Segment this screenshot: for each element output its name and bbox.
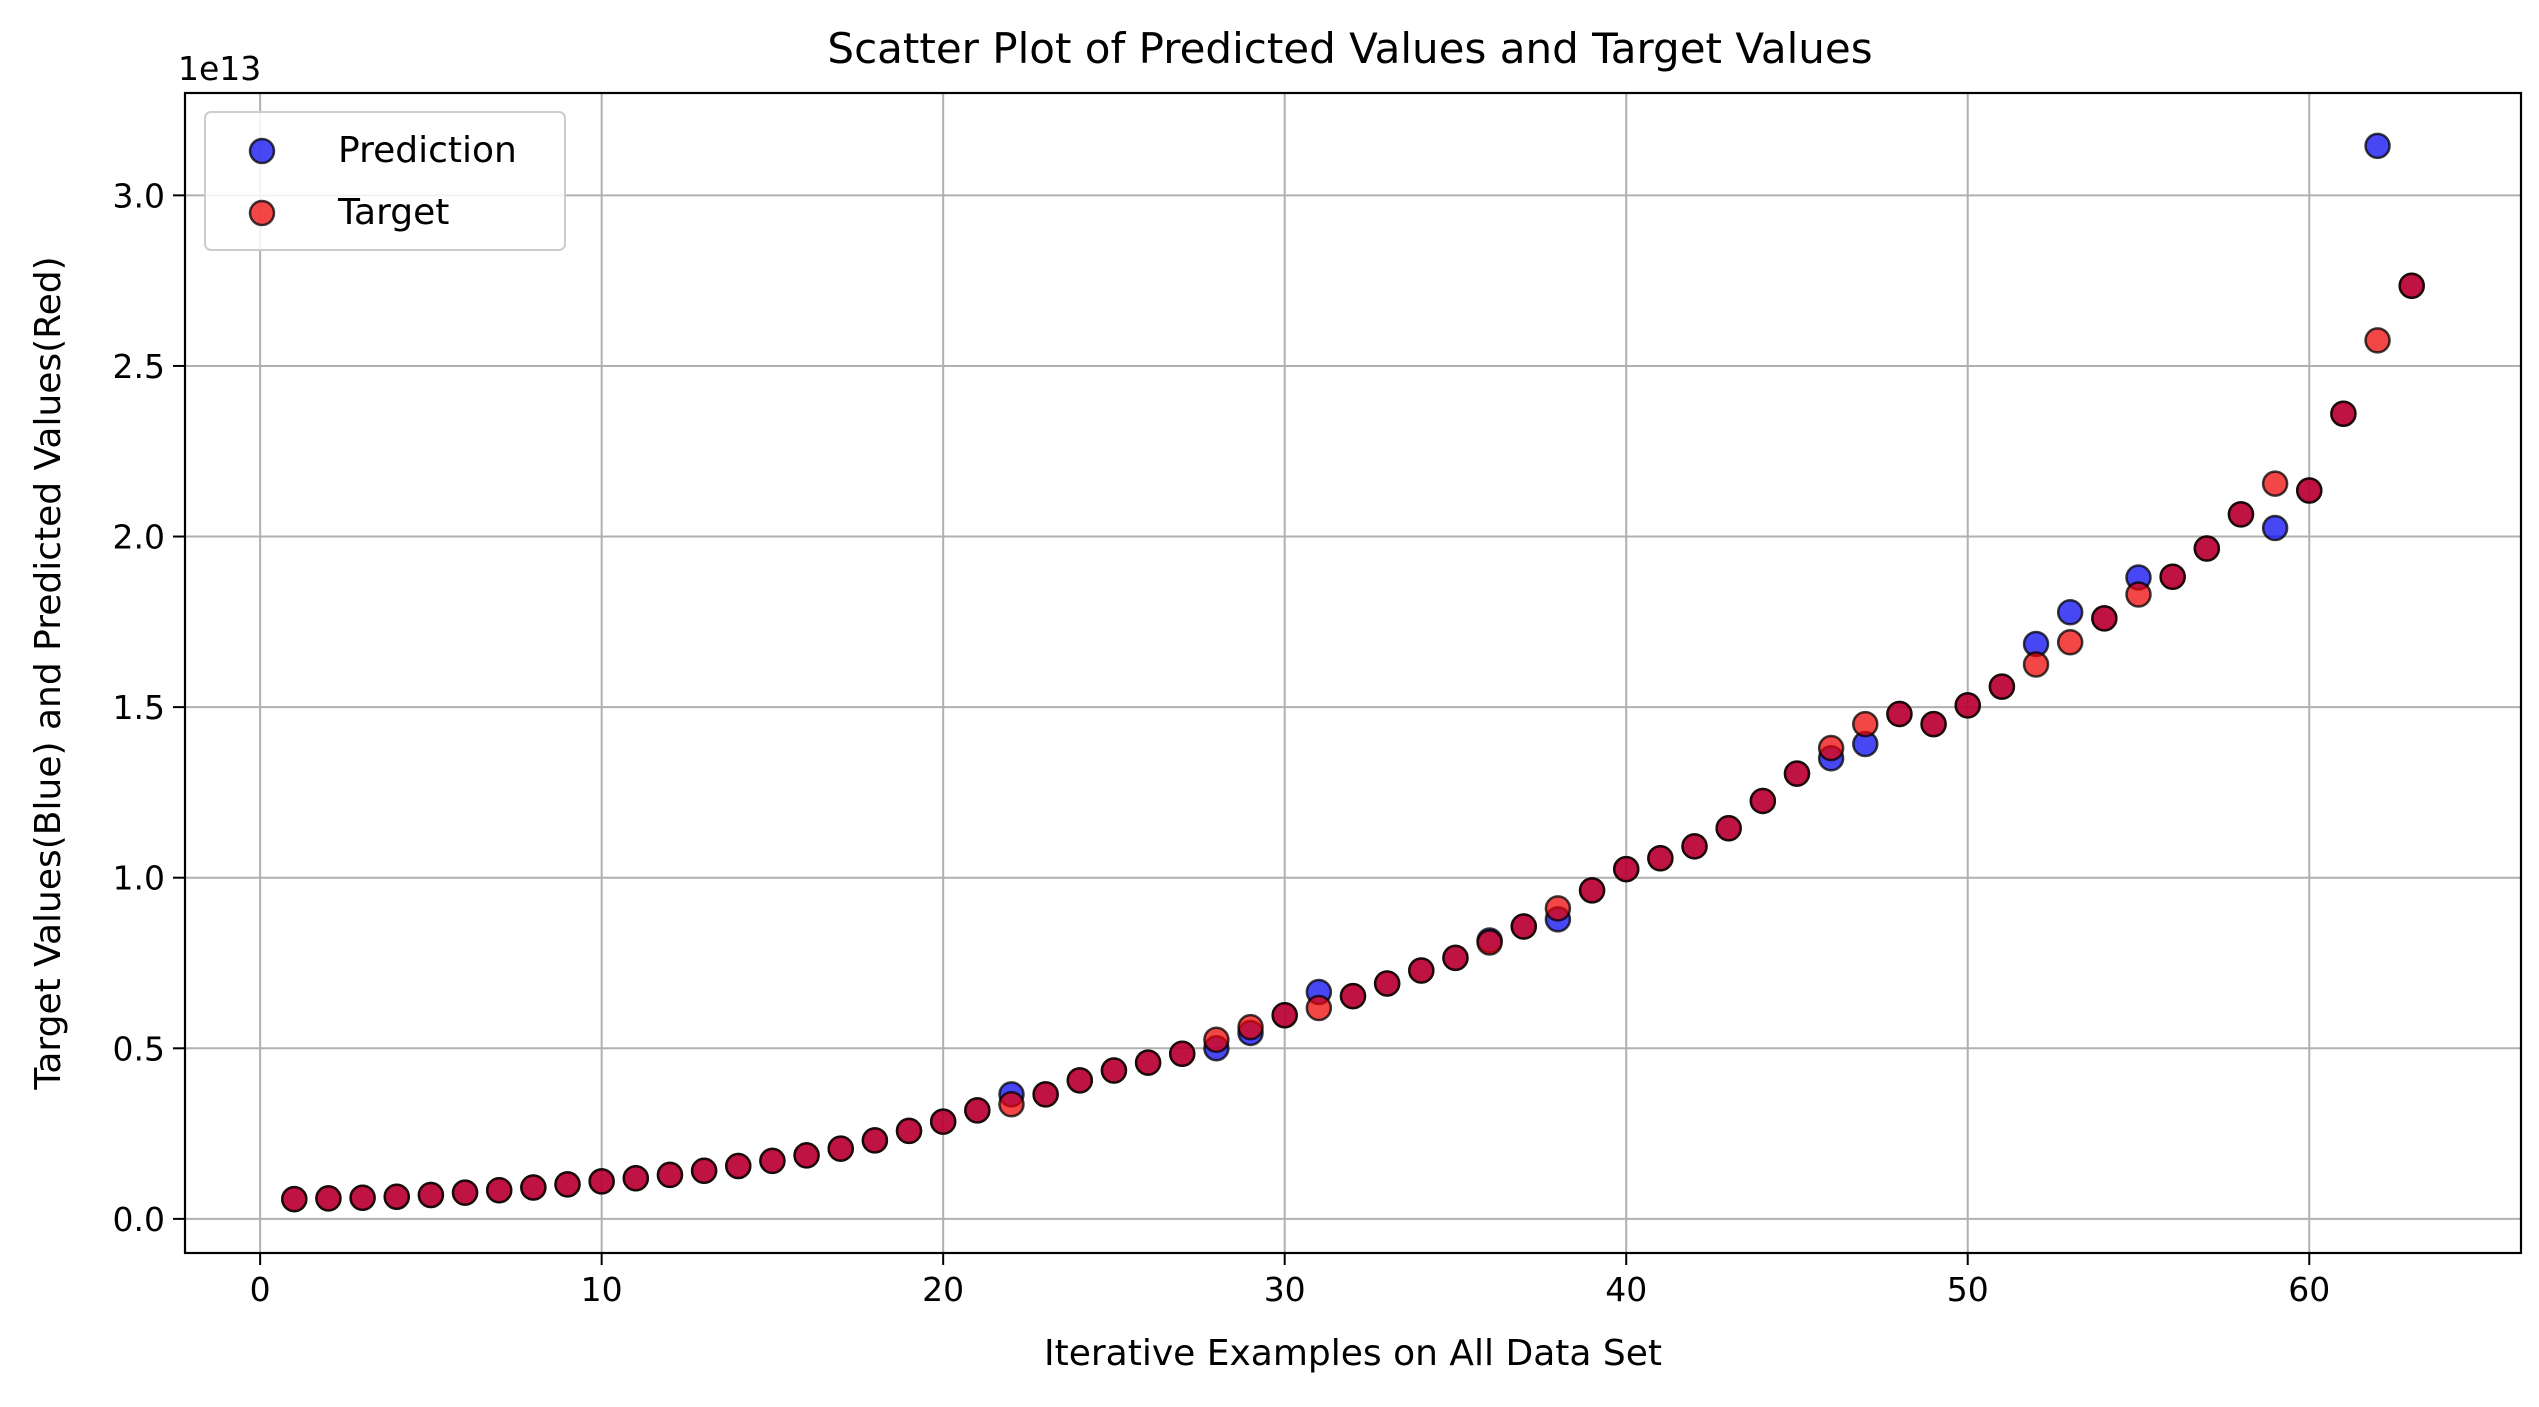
point-target	[1612, 855, 1640, 883]
x-tick-label: 60	[2288, 1270, 2330, 1309]
legend-label-target: Target	[337, 192, 449, 233]
point-target	[417, 1181, 445, 1209]
point-target	[588, 1168, 615, 1195]
point-target	[1100, 1057, 1128, 1084]
point-target	[861, 1127, 889, 1154]
point-target	[2296, 477, 2323, 504]
data-points	[281, 132, 2425, 1213]
point-target	[2159, 563, 2186, 591]
point-target	[1339, 982, 1367, 1010]
point-target	[1681, 833, 1708, 860]
point-target	[2091, 605, 2118, 632]
point-target	[725, 1152, 752, 1180]
point-target	[1134, 1049, 1162, 1076]
point-target	[964, 1097, 991, 1124]
legend-marker-target	[248, 199, 276, 227]
x-tick-label: 20	[922, 1270, 964, 1309]
y-tick-label: 2.0	[113, 518, 165, 557]
point-target	[622, 1165, 650, 1192]
y-tick-label: 1.5	[113, 688, 165, 727]
point-target	[656, 1161, 684, 1189]
grid-lines	[185, 93, 2521, 1253]
point-target	[759, 1147, 786, 1175]
point-prediction	[2261, 514, 2289, 542]
y-tick-label: 1.0	[113, 859, 165, 898]
point-target	[1066, 1067, 1094, 1094]
point-target	[895, 1117, 923, 1145]
x-tick-label: 0	[250, 1270, 271, 1309]
point-prediction	[2056, 599, 2084, 626]
point-target	[281, 1185, 308, 1213]
point-target	[2056, 629, 2084, 656]
point-target	[2261, 470, 2289, 497]
point-target	[1647, 845, 1674, 872]
point-target	[485, 1176, 513, 1204]
y-tick-label: 3.0	[113, 176, 165, 215]
point-target	[1305, 994, 1333, 1022]
point-target	[554, 1171, 581, 1198]
point-target	[1373, 970, 1401, 997]
plot-area-frame	[183, 91, 2523, 1255]
point-target	[827, 1135, 854, 1162]
point-target	[451, 1179, 479, 1206]
point-prediction	[2364, 132, 2391, 160]
y-axis-offset-label: 1e13	[178, 49, 261, 88]
point-target	[2022, 651, 2050, 678]
point-target	[1237, 1013, 1264, 1041]
axis-ticks: 0 10 20 30 40 50 60 0.0 0.5 1.0 1.5 2.0 2.5 3.0	[113, 176, 2331, 1309]
point-target	[2398, 272, 2425, 300]
series-target	[281, 272, 2425, 1213]
point-target	[2227, 501, 2255, 528]
point-target	[1203, 1026, 1230, 1054]
x-axis-label: Iterative Examples on All Data Set	[1044, 1333, 1662, 1374]
point-target	[2330, 400, 2357, 427]
point-target	[793, 1142, 820, 1169]
legend: Prediction Target	[204, 111, 566, 251]
point-target	[929, 1108, 957, 1135]
x-tick-label: 50	[1947, 1270, 1989, 1309]
point-target	[1954, 692, 1981, 719]
legend-marker-prediction	[248, 137, 276, 165]
y-tick-label: 0.0	[113, 1200, 165, 1239]
point-target	[2125, 581, 2152, 608]
point-target	[1920, 710, 1947, 738]
point-target	[1715, 814, 1742, 842]
x-tick-label: 30	[1264, 1270, 1306, 1309]
point-target	[2364, 327, 2391, 354]
point-target	[1886, 700, 1913, 728]
point-target	[1476, 929, 1503, 956]
point-target	[1271, 1001, 1298, 1029]
point-target	[1578, 877, 1606, 904]
y-tick-label: 2.5	[113, 347, 165, 386]
point-target	[1544, 895, 1572, 922]
point-target	[1442, 944, 1469, 972]
point-target	[1032, 1081, 1059, 1108]
y-tick-label: 0.5	[113, 1029, 165, 1068]
y-axis-label: Target Values(Blue) and Predicted Values…	[28, 256, 69, 1090]
point-target	[1988, 673, 2016, 700]
point-target	[1749, 787, 1777, 815]
point-target	[1408, 957, 1435, 984]
point-target	[1817, 734, 1845, 762]
point-target	[349, 1184, 376, 1211]
chart-title: Scatter Plot of Predicted Values and Tar…	[827, 24, 1872, 73]
x-tick-label: 40	[1605, 1270, 1647, 1309]
point-target	[1168, 1040, 1196, 1068]
point-target	[315, 1185, 342, 1212]
point-target	[1783, 760, 1811, 787]
point-target	[690, 1157, 718, 1185]
point-target	[520, 1174, 547, 1201]
point-target	[998, 1090, 1025, 1118]
x-tick-label: 10	[581, 1270, 623, 1309]
legend-label-prediction: Prediction	[338, 130, 517, 171]
point-target	[1852, 710, 1879, 738]
point-target	[1510, 913, 1538, 940]
point-target	[383, 1183, 410, 1210]
legend-box	[204, 111, 566, 251]
point-target	[2193, 535, 2221, 562]
